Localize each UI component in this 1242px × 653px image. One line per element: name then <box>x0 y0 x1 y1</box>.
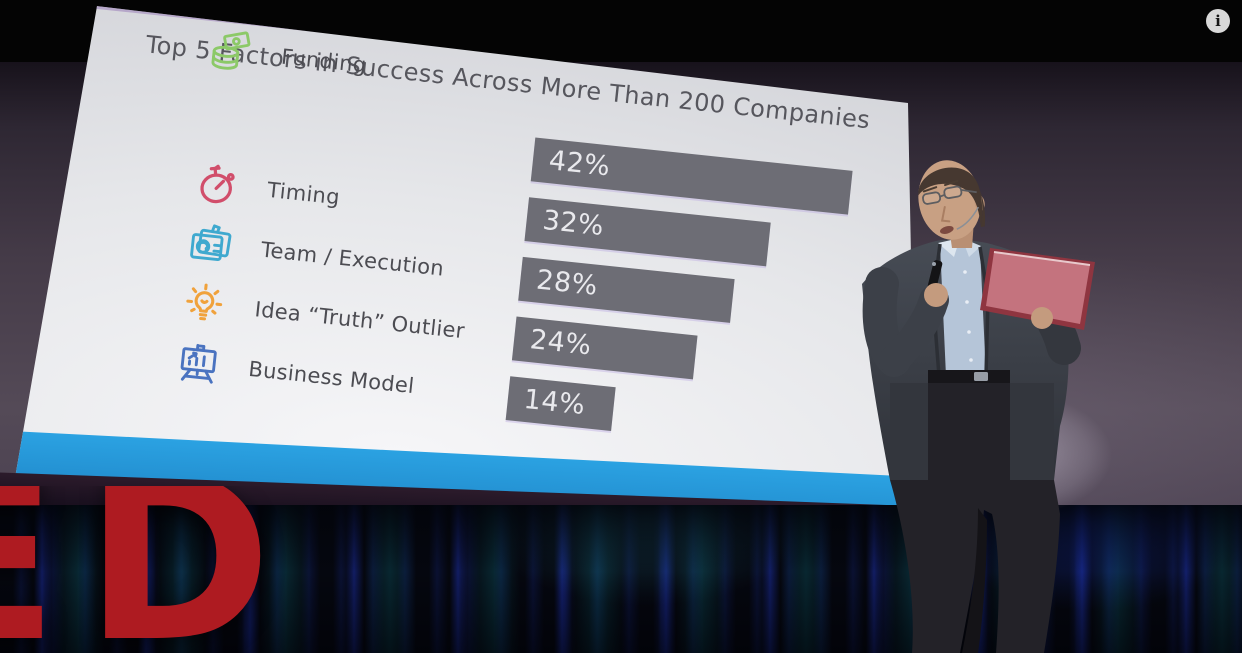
info-icon: i <box>1215 12 1221 30</box>
bar-business-model: 24% <box>511 316 698 380</box>
factor-row-business-model: Business Model <box>170 333 417 414</box>
lightbulb-icon <box>177 276 232 331</box>
speaker-head <box>918 160 986 240</box>
bar-idea-truth-outlier: 28% <box>518 256 735 323</box>
video-info-button[interactable]: i <box>1206 9 1230 33</box>
bar-value-label: 28% <box>534 264 600 302</box>
ted-logo-text: ED <box>0 486 298 653</box>
bar-team-execution: 32% <box>524 197 771 267</box>
speaker-right-hand <box>924 283 948 307</box>
stopwatch-icon <box>189 157 244 212</box>
trousers <box>890 480 1060 653</box>
bar-value-label: 42% <box>547 145 612 183</box>
money-coins-icon <box>203 24 258 79</box>
id-badge-icon <box>183 217 238 272</box>
headset-mic <box>956 206 979 230</box>
factor-row-timing: Timing <box>189 154 343 225</box>
shirt <box>940 244 986 376</box>
belt <box>928 370 1010 383</box>
bar-value-label: 14% <box>522 383 587 422</box>
speaker-left-hand <box>1031 307 1053 329</box>
glasses <box>922 185 977 205</box>
factor-row-idea: Idea “Truth” Outlier <box>176 273 467 359</box>
mouth <box>940 226 954 234</box>
bar-value-label: 32% <box>541 204 606 243</box>
ted-logo-letters: ED <box>0 486 340 653</box>
hair <box>918 167 983 228</box>
bar-value-label: 24% <box>528 324 593 362</box>
presentation-chart-icon <box>170 336 225 391</box>
speaker-figure <box>862 160 1095 653</box>
slide: Top 5 Factors in Success Across More Tha… <box>15 6 916 512</box>
factor-row-funding: Funding <box>203 21 369 94</box>
bar-funding: 14% <box>505 376 616 432</box>
factor-row-team: Team / Execution <box>183 214 447 297</box>
